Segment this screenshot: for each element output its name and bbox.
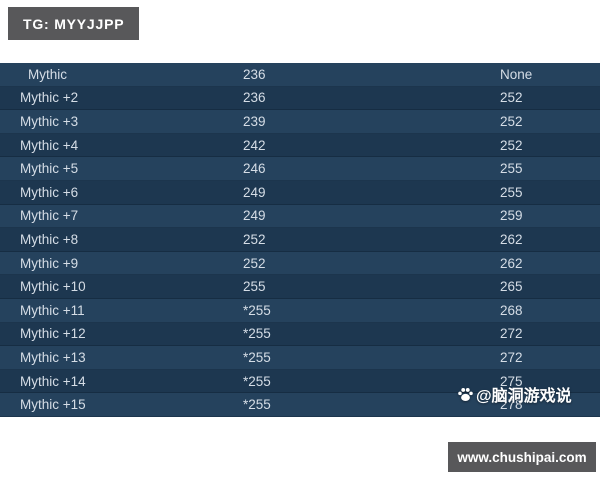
end-of-run-cell: *255 xyxy=(243,373,271,389)
level-cell: Mythic +14 xyxy=(20,373,86,389)
table-row: Mythic +11 *255 268 xyxy=(0,298,600,323)
end-of-run-cell: *255 xyxy=(243,302,271,318)
end-of-run-cell: *255 xyxy=(243,397,271,413)
level-cell: Mythic +5 xyxy=(20,161,79,177)
weekly-reward-cell: 262 xyxy=(500,255,523,271)
weekly-reward-cell: 265 xyxy=(500,279,523,295)
level-cell: Mythic +6 xyxy=(20,184,79,200)
weekly-reward-cell: 268 xyxy=(500,302,523,318)
weekly-reward-cell: 272 xyxy=(500,326,523,342)
end-of-run-cell: 239 xyxy=(243,113,266,129)
table-row: Mythic +15 *255 278 xyxy=(0,393,600,417)
level-cell: Mythic +3 xyxy=(20,113,79,129)
table-row: Mythic +10 255 265 xyxy=(0,275,600,299)
weekly-reward-cell: 272 xyxy=(500,349,523,365)
weekly-reward-cell: 262 xyxy=(500,231,523,247)
mythic-level-table: Mythic 236 None Mythic +2 236 252 Mythic +3 239… xyxy=(0,63,600,417)
level-cell: Mythic +13 xyxy=(20,349,86,365)
end-of-run-cell: 242 xyxy=(243,137,266,153)
site-link-button[interactable]: www.chushipai.com xyxy=(448,442,596,472)
level-cell: Mythic +4 xyxy=(20,137,79,153)
table-row: Mythic 236 None xyxy=(0,63,600,87)
end-of-run-cell: 246 xyxy=(243,161,266,177)
table-row: Mythic +13 *255 272 xyxy=(0,346,600,370)
end-of-run-cell: 249 xyxy=(243,184,266,200)
end-of-run-cell: 236 xyxy=(243,66,266,82)
end-of-run-cell: *255 xyxy=(243,349,271,365)
table-row: Mythic +9 252 262 xyxy=(0,251,600,276)
weekly-reward-cell: None xyxy=(500,66,533,82)
weekly-reward-cell: 252 xyxy=(500,113,523,129)
weekly-reward-cell: 259 xyxy=(500,208,523,224)
weekly-reward-cell: 278 xyxy=(500,397,523,413)
weekly-reward-cell: 252 xyxy=(500,137,523,153)
level-cell: Mythic +15 xyxy=(20,397,86,413)
table-row: Mythic +3 239 252 xyxy=(0,110,600,134)
level-cell: Mythic +11 xyxy=(20,302,85,318)
level-cell: Mythic +12 xyxy=(20,326,86,342)
tg-badge-label: TG: MYYJJPP xyxy=(23,15,125,32)
table-row: Mythic +8 252 262 xyxy=(0,228,600,252)
end-of-run-cell: 252 xyxy=(243,231,266,247)
site-link-label: www.chushipai.com xyxy=(457,449,587,465)
table-row: Mythic +12 *255 272 xyxy=(0,322,600,347)
table-row: Mythic +14 *255 275 xyxy=(0,369,600,394)
level-cell: Mythic xyxy=(28,66,68,82)
end-of-run-cell: 252 xyxy=(243,255,266,271)
table-row: Mythic +5 246 255 xyxy=(0,157,600,181)
level-cell: Mythic +2 xyxy=(20,90,79,106)
end-of-run-cell: 255 xyxy=(243,279,266,295)
end-of-run-cell: *255 xyxy=(243,326,271,342)
level-cell: Mythic +7 xyxy=(20,208,79,224)
level-cell: Mythic +10 xyxy=(20,279,86,295)
table-row: Mythic +6 249 255 xyxy=(0,180,600,205)
end-of-run-cell: 236 xyxy=(243,90,266,106)
level-cell: Mythic +9 xyxy=(20,255,79,271)
weekly-reward-cell: 255 xyxy=(500,184,523,200)
table-row: Mythic +2 236 252 xyxy=(0,86,600,111)
tg-badge: TG: MYYJJPP xyxy=(8,7,140,40)
weekly-reward-cell: 275 xyxy=(500,373,523,389)
level-cell: Mythic +8 xyxy=(20,231,79,247)
weekly-reward-cell: 252 xyxy=(500,90,523,106)
end-of-run-cell: 249 xyxy=(243,208,266,224)
table-row: Mythic +7 249 259 xyxy=(0,204,600,229)
table-row: Mythic +4 242 252 xyxy=(0,133,600,158)
weekly-reward-cell: 255 xyxy=(500,161,523,177)
